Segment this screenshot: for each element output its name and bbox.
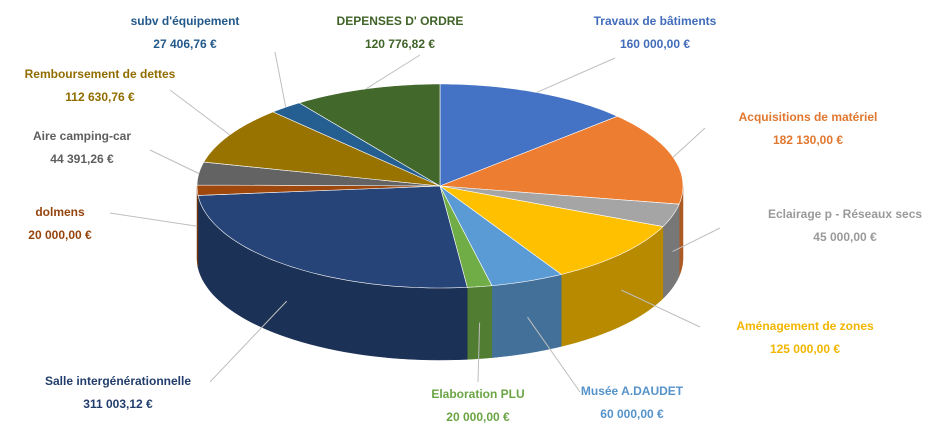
leader-line xyxy=(365,54,421,90)
category-label: Travaux de bâtiments xyxy=(594,14,717,28)
leader-line xyxy=(477,322,481,383)
slice-side xyxy=(491,274,562,358)
slice xyxy=(439,185,680,227)
category-label: Remboursement de dettes xyxy=(25,67,176,81)
value-label: 125 000,00 € xyxy=(770,342,840,356)
leader-line xyxy=(109,212,198,227)
leader-line xyxy=(536,57,616,93)
leader-line xyxy=(274,51,287,108)
value-label: 45 000,00 € xyxy=(813,230,877,244)
category-label: dolmens xyxy=(35,205,85,219)
leader-line xyxy=(672,227,721,253)
value-label: 182 130,00 € xyxy=(773,133,843,147)
category-label: Salle intergénérationnelle xyxy=(45,374,191,388)
leader-line xyxy=(620,289,701,328)
leader-line xyxy=(149,149,200,174)
category-label: Elaboration PLU xyxy=(431,387,524,401)
value-label: 120 776,82 € xyxy=(365,37,435,51)
value-label: 160 000,00 € xyxy=(620,37,690,51)
value-label: 20 000,00 € xyxy=(28,228,92,242)
category-label: DEPENSES D' ORDRE xyxy=(337,14,464,28)
value-label: 60 000,00 € xyxy=(600,407,664,421)
category-label: Eclairage p - Réseaux secs xyxy=(768,207,922,221)
value-label: 20 000,00 € xyxy=(446,410,510,424)
value-label: 27 406,76 € xyxy=(153,37,217,51)
category-label: subv d'équipement xyxy=(131,14,240,28)
leader-line xyxy=(527,316,581,393)
leader-line xyxy=(169,89,231,136)
slice xyxy=(439,185,562,287)
slice xyxy=(439,185,493,288)
category-label: Aire camping-car xyxy=(33,129,131,143)
slice-side xyxy=(467,285,493,360)
value-label: 44 391,26 € xyxy=(50,152,114,166)
leader-line xyxy=(672,127,706,158)
value-label: 311 003,12 € xyxy=(83,397,153,411)
category-label: Aménagement de zones xyxy=(736,319,874,333)
category-label: Musée A.DAUDET xyxy=(581,384,684,398)
leader-line xyxy=(209,300,288,383)
slice xyxy=(196,184,441,196)
slice xyxy=(197,185,468,289)
category-label: Acquisitions de matériel xyxy=(739,110,878,124)
slice xyxy=(439,185,664,275)
value-label: 112 630,76 € xyxy=(65,90,135,104)
slice-side xyxy=(196,186,199,268)
